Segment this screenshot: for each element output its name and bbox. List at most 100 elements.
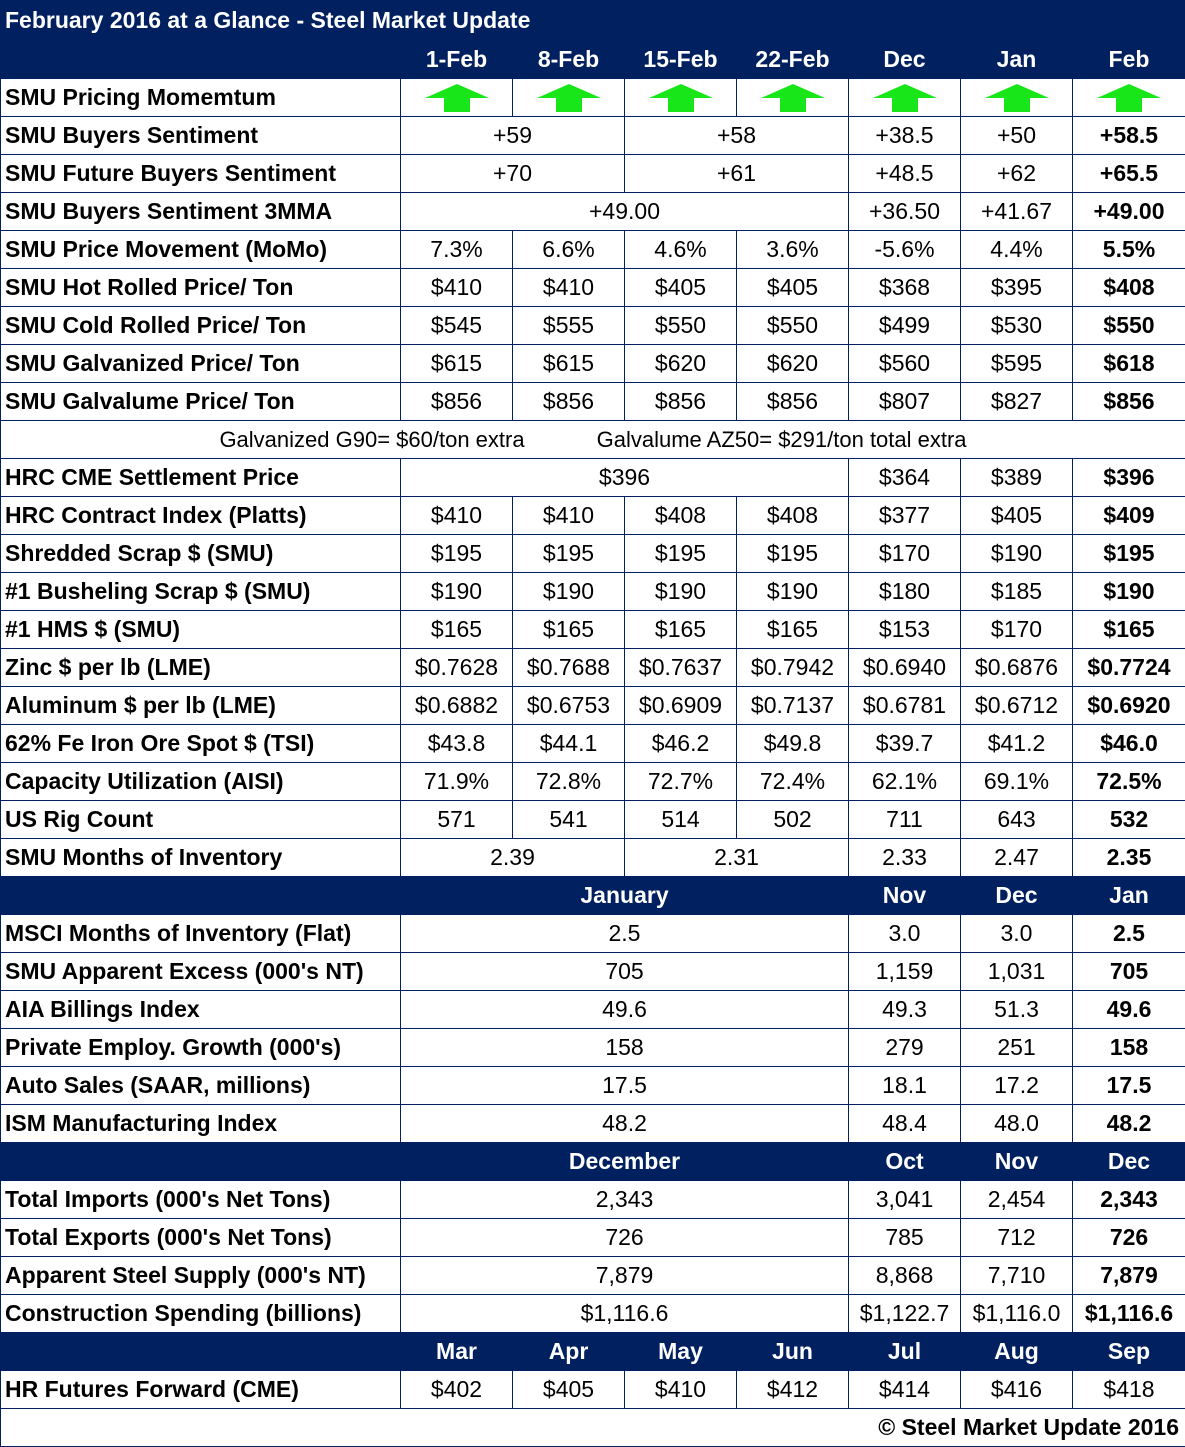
row-label: 62% Fe Iron Ore Spot $ (TSI) <box>1 725 401 763</box>
value-cell: $1,122.7 <box>849 1295 961 1333</box>
value-cell: 69.1% <box>961 763 1073 801</box>
value-cell: 2.47 <box>961 839 1073 877</box>
row-label: SMU Price Movement (MoMo) <box>1 231 401 269</box>
value-cell: $165 <box>513 611 625 649</box>
value-cell: 17.5 <box>401 1067 849 1105</box>
row-label: SMU Future Buyers Sentiment <box>1 155 401 193</box>
value-cell: $615 <box>401 345 513 383</box>
table-row: #1 HMS $ (SMU)$165$165$165$165$153$170$1… <box>1 611 1185 649</box>
value-cell: +38.5 <box>849 117 961 155</box>
up-arrow-icon <box>625 79 737 117</box>
value-cell: 72.8% <box>513 763 625 801</box>
table-row: Capacity Utilization (AISI)71.9%72.8%72.… <box>1 763 1185 801</box>
value-cell: 2,343 <box>1073 1181 1185 1219</box>
value-cell: $545 <box>401 307 513 345</box>
value-cell: $170 <box>961 611 1073 649</box>
value-cell: $195 <box>401 535 513 573</box>
value-cell: 541 <box>513 801 625 839</box>
value-cell: $856 <box>401 383 513 421</box>
row-label: Aluminum $ per lb (LME) <box>1 687 401 725</box>
row-label: Total Exports (000's Net Tons) <box>1 1219 401 1257</box>
value-cell: 7,710 <box>961 1257 1073 1295</box>
value-cell: 711 <box>849 801 961 839</box>
value-cell: $165 <box>625 611 737 649</box>
value-cell: +58 <box>625 117 849 155</box>
value-cell: 3.6% <box>737 231 849 269</box>
value-cell: $195 <box>1073 535 1185 573</box>
value-cell: 2.5 <box>1073 915 1185 953</box>
row-label: Apparent Steel Supply (000's NT) <box>1 1257 401 1295</box>
table-row: SMU Future Buyers Sentiment+70+61+48.5+6… <box>1 155 1185 193</box>
value-cell: +41.67 <box>961 193 1073 231</box>
row-label: Total Imports (000's Net Tons) <box>1 1181 401 1219</box>
value-cell: $0.6882 <box>401 687 513 725</box>
value-cell: 726 <box>401 1219 849 1257</box>
value-cell: +59 <box>401 117 625 155</box>
value-cell: $364 <box>849 459 961 497</box>
table-row: SMU Pricing Momemtum <box>1 79 1185 117</box>
value-cell: $414 <box>849 1371 961 1409</box>
value-cell: 1,031 <box>961 953 1073 991</box>
column-header: Apr <box>513 1333 625 1371</box>
value-cell: 49.3 <box>849 991 961 1029</box>
value-cell: $0.6940 <box>849 649 961 687</box>
value-cell: 4.4% <box>961 231 1073 269</box>
value-cell: +62 <box>961 155 1073 193</box>
value-cell: 712 <box>961 1219 1073 1257</box>
value-cell: $416 <box>961 1371 1073 1409</box>
value-cell: +49.00 <box>401 193 849 231</box>
value-cell: 17.5 <box>1073 1067 1185 1105</box>
value-cell: 514 <box>625 801 737 839</box>
value-cell: 17.2 <box>961 1067 1073 1105</box>
value-cell: $615 <box>513 345 625 383</box>
value-cell: $409 <box>1073 497 1185 535</box>
value-cell: $190 <box>737 573 849 611</box>
up-arrow-icon <box>849 79 961 117</box>
header-blank <box>1 877 401 915</box>
header-blank <box>1 1333 401 1371</box>
value-cell: $408 <box>737 497 849 535</box>
value-cell: $46.2 <box>625 725 737 763</box>
row-label: SMU Apparent Excess (000's NT) <box>1 953 401 991</box>
row-label: Auto Sales (SAAR, millions) <box>1 1067 401 1105</box>
galvalume-note: Galvalume AZ50= $291/ton total extra <box>597 427 967 453</box>
column-header: January <box>401 877 849 915</box>
table-row: SMU Buyers Sentiment+59+58+38.5+50+58.5 <box>1 117 1185 155</box>
value-cell: 7,879 <box>1073 1257 1185 1295</box>
column-header: Nov <box>849 877 961 915</box>
header-blank <box>1 1143 401 1181</box>
column-header: Feb <box>1073 41 1185 79</box>
row-label: Capacity Utilization (AISI) <box>1 763 401 801</box>
value-cell: +36.50 <box>849 193 961 231</box>
value-cell: 2,454 <box>961 1181 1073 1219</box>
value-cell: $39.7 <box>849 725 961 763</box>
value-cell: $395 <box>961 269 1073 307</box>
table-row: Construction Spending (billions)$1,116.6… <box>1 1295 1185 1333</box>
value-cell: 502 <box>737 801 849 839</box>
value-cell: $856 <box>625 383 737 421</box>
value-cell: -5.6% <box>849 231 961 269</box>
table-row: HRC Contract Index (Platts)$410$410$408$… <box>1 497 1185 535</box>
value-cell: 18.1 <box>849 1067 961 1105</box>
row-label: ISM Manufacturing Index <box>1 1105 401 1143</box>
value-cell: 785 <box>849 1219 961 1257</box>
row-label: AIA Billings Index <box>1 991 401 1029</box>
value-cell: $405 <box>625 269 737 307</box>
value-cell: $555 <box>513 307 625 345</box>
value-cell: $153 <box>849 611 961 649</box>
value-cell: $190 <box>1073 573 1185 611</box>
value-cell: $856 <box>513 383 625 421</box>
value-cell: $410 <box>401 269 513 307</box>
table-row: SMU Cold Rolled Price/ Ton$545$555$550$5… <box>1 307 1185 345</box>
value-cell: $0.6920 <box>1073 687 1185 725</box>
value-cell: 6.6% <box>513 231 625 269</box>
value-cell: $405 <box>961 497 1073 535</box>
table-row: HR Futures Forward (CME)$402$405$410$412… <box>1 1371 1185 1409</box>
table-row: Aluminum $ per lb (LME)$0.6882$0.6753$0.… <box>1 687 1185 725</box>
value-cell: $418 <box>1073 1371 1185 1409</box>
value-cell: $499 <box>849 307 961 345</box>
